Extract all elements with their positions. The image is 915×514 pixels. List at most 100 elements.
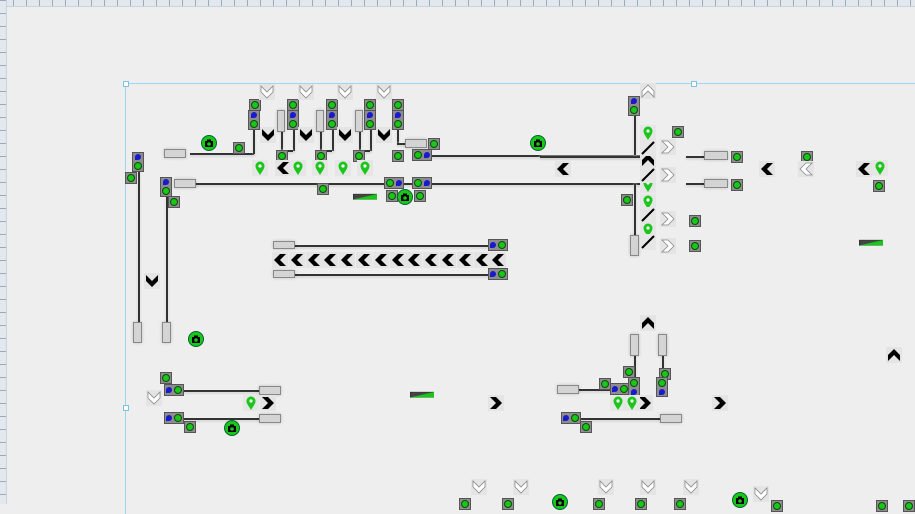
map-pin-icon[interactable]	[252, 160, 268, 176]
white-chevron-down-icon[interactable]	[259, 84, 275, 100]
black-chevron-down-icon[interactable]	[376, 127, 392, 143]
buffer-stop-icon[interactable]	[704, 151, 728, 160]
switch-slash-icon[interactable]	[640, 234, 656, 250]
track-segment[interactable]	[397, 143, 406, 145]
black-chevron-down-icon[interactable]	[144, 273, 160, 289]
green-signal-lamp-icon[interactable]	[392, 150, 404, 162]
map-pin-icon[interactable]	[357, 160, 373, 176]
track-segment[interactable]	[686, 183, 704, 185]
blue-green-signal-icon[interactable]	[384, 177, 404, 189]
black-chevron-up-icon[interactable]	[640, 152, 656, 168]
resize-handle[interactable]	[123, 81, 129, 87]
green-signal-lamp-icon[interactable]	[364, 99, 376, 111]
black-chevron-left-icon[interactable]	[339, 252, 356, 268]
black-chevron-down-icon[interactable]	[260, 127, 276, 143]
track-segment[interactable]	[332, 128, 334, 151]
blue-green-signal-icon[interactable]	[628, 96, 640, 116]
blue-green-signal-icon[interactable]	[412, 149, 432, 161]
black-chevron-up-icon[interactable]	[640, 315, 656, 331]
black-chevron-left-icon[interactable]	[555, 161, 571, 177]
blue-green-signal-icon[interactable]	[488, 268, 508, 280]
track-segment[interactable]	[540, 156, 643, 158]
buffer-stop-icon[interactable]	[658, 334, 667, 356]
black-chevron-left-icon[interactable]	[372, 252, 389, 268]
black-chevron-right-icon[interactable]	[637, 395, 653, 411]
blue-green-signal-icon[interactable]	[287, 110, 299, 130]
black-chevron-left-icon[interactable]	[490, 252, 507, 268]
track-segment[interactable]	[184, 418, 259, 420]
green-signal-lamp-icon[interactable]	[580, 421, 592, 433]
map-pin-icon[interactable]	[640, 125, 656, 141]
green-signal-lamp-icon[interactable]	[771, 500, 783, 512]
green-signal-lamp-icon[interactable]	[315, 150, 327, 162]
white-chevron-down-icon[interactable]	[298, 84, 314, 100]
blue-green-signal-icon[interactable]	[656, 377, 668, 397]
camera-icon[interactable]	[732, 492, 748, 508]
black-chevron-right-icon[interactable]	[712, 395, 728, 411]
green-signal-lamp-icon[interactable]	[459, 498, 471, 510]
switch-slash-icon[interactable]	[640, 167, 656, 183]
camera-icon[interactable]	[552, 494, 568, 510]
blue-green-signal-icon[interactable]	[488, 239, 508, 251]
green-signal-lamp-icon[interactable]	[233, 142, 245, 154]
buffer-stop-icon[interactable]	[164, 149, 186, 158]
camera-icon[interactable]	[530, 135, 546, 151]
green-signal-lamp-icon[interactable]	[689, 240, 701, 252]
green-signal-lamp-icon[interactable]	[635, 498, 647, 510]
blue-green-signal-icon[interactable]	[164, 412, 184, 424]
buffer-stop-icon[interactable]	[405, 139, 427, 148]
map-pin-icon[interactable]	[640, 194, 656, 210]
track-segment[interactable]	[295, 245, 488, 247]
black-chevron-left-icon[interactable]	[406, 252, 423, 268]
green-signal-lamp-icon[interactable]	[672, 126, 684, 138]
white-chevron-down-icon[interactable]	[471, 479, 487, 495]
track-segment[interactable]	[190, 153, 254, 155]
track-segment[interactable]	[430, 155, 643, 157]
track-segment[interactable]	[359, 131, 361, 151]
green-signal-lamp-icon[interactable]	[593, 498, 605, 510]
green-signal-lamp-icon[interactable]	[621, 194, 633, 206]
track-segment[interactable]	[579, 389, 610, 391]
ramp-icon[interactable]	[352, 186, 378, 200]
black-chevron-left-icon[interactable]	[288, 252, 305, 268]
track-segment[interactable]	[281, 131, 283, 151]
green-signal-lamp-icon[interactable]	[674, 498, 686, 510]
map-pin-icon[interactable]	[243, 395, 259, 411]
green-signal-lamp-icon[interactable]	[689, 215, 701, 227]
white-chevron-down-icon[interactable]	[146, 390, 162, 406]
green-signal-lamp-icon[interactable]	[903, 500, 915, 512]
track-segment[interactable]	[634, 184, 636, 235]
track-segment[interactable]	[581, 418, 660, 420]
map-pin-icon[interactable]	[872, 160, 888, 176]
blue-green-signal-icon[interactable]	[610, 383, 630, 395]
green-signal-lamp-icon[interactable]	[428, 138, 440, 150]
buffer-stop-icon[interactable]	[660, 414, 682, 423]
buffer-stop-icon[interactable]	[174, 179, 196, 188]
buffer-stop-icon[interactable]	[630, 235, 639, 256]
white-chevron-down-icon[interactable]	[337, 84, 353, 100]
track-segment[interactable]	[184, 390, 259, 392]
track-segment[interactable]	[686, 156, 704, 158]
black-chevron-right-icon[interactable]	[260, 395, 276, 411]
blue-green-signal-icon[interactable]	[364, 110, 376, 130]
blue-green-signal-icon[interactable]	[326, 110, 338, 130]
blue-green-signal-icon[interactable]	[412, 177, 432, 189]
track-segment[interactable]	[320, 131, 322, 151]
green-signal-lamp-icon[interactable]	[599, 378, 611, 390]
track-segment[interactable]	[370, 128, 372, 151]
ramp-icon[interactable]	[858, 232, 884, 246]
camera-icon[interactable]	[224, 420, 240, 436]
green-signal-lamp-icon[interactable]	[623, 366, 635, 378]
green-signal-lamp-icon[interactable]	[873, 180, 885, 192]
black-chevron-down-icon[interactable]	[298, 127, 314, 143]
map-pin-icon[interactable]	[335, 160, 351, 176]
white-chevron-right-icon[interactable]	[660, 238, 676, 254]
green-signal-lamp-icon[interactable]	[731, 151, 743, 163]
black-chevron-left-icon[interactable]	[275, 160, 291, 176]
switch-slash-icon[interactable]	[640, 207, 656, 223]
green-signal-lamp-icon[interactable]	[184, 421, 196, 433]
white-chevron-down-icon[interactable]	[753, 486, 769, 502]
buffer-stop-icon[interactable]	[630, 334, 639, 356]
ramp-icon[interactable]	[409, 384, 435, 398]
